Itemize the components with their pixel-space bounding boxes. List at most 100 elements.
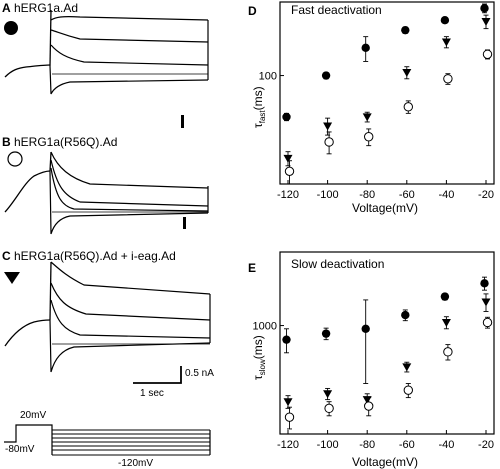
scale-mark-b xyxy=(183,217,186,229)
scale-mark-a xyxy=(181,115,184,128)
data-point-open-circle xyxy=(284,166,295,177)
x-tick-label: -60 xyxy=(399,189,415,201)
data-point-open-circle xyxy=(482,49,493,59)
tail-trace-c4 xyxy=(49,319,211,373)
data-point-filled-triangle xyxy=(402,68,412,77)
trace-label-b: hERG1a(R56Q).Ad xyxy=(14,135,117,149)
data-point-open-circle xyxy=(443,347,453,357)
trace-panel-c: C hERG1a(R56Q).Ad + i-eag.Ad 0.5 nA 1 se… xyxy=(2,249,214,399)
prepulse-current-a xyxy=(4,64,51,78)
data-point-open-circle xyxy=(324,137,334,147)
data-point-filled-circle xyxy=(401,310,410,320)
x-tick-label: -120 xyxy=(277,439,299,451)
prepulse-current-b xyxy=(4,170,51,213)
trace-symbol-c xyxy=(4,272,20,284)
data-point-filled-circle xyxy=(361,43,370,53)
voltage-protocol: 20mV -80mV -120mV xyxy=(4,410,211,469)
data-point-filled-triangle xyxy=(323,122,333,131)
chart-slow-title: Slow deactivation xyxy=(291,257,384,271)
panel-letter-a: A xyxy=(2,1,11,15)
x-tick-label: -120 xyxy=(277,189,299,201)
data-point-filled-circle xyxy=(321,329,331,338)
protocol-step xyxy=(4,424,53,455)
x-tick-label: -60 xyxy=(399,439,415,451)
prepulse-current-c xyxy=(4,319,51,347)
data-point-filled-triangle xyxy=(481,18,491,27)
trace-symbol-a xyxy=(4,21,18,35)
trace-panel-a: A hERG1a.Ad xyxy=(2,1,209,128)
chart-fast-x-ticks: -120 -100 -80 -60 -40 -20 xyxy=(277,180,494,201)
scale-bar xyxy=(133,366,182,384)
x-tick-label: -80 xyxy=(359,439,375,451)
tail-trace-c3 xyxy=(50,299,211,339)
chart-slow-x-ticks: -120 -100 -80 -60 -40 -20 xyxy=(277,430,494,451)
data-point-filled-triangle xyxy=(362,113,372,122)
data-point-filled-circle xyxy=(440,292,450,301)
x-tick-label: -100 xyxy=(317,189,339,201)
panel-letter-b: B xyxy=(2,135,11,149)
panel-letter-e: E xyxy=(248,261,256,275)
data-point-filled-triangle xyxy=(283,398,293,407)
x-tick-label: -40 xyxy=(438,189,454,201)
data-point-filled-circle xyxy=(361,324,370,334)
tail-trace-a4 xyxy=(49,65,209,95)
data-point-filled-triangle xyxy=(441,38,451,47)
tail-trace-a2 xyxy=(50,29,209,43)
x-tick-label: -20 xyxy=(478,189,494,201)
x-tick-label: -40 xyxy=(438,439,454,451)
tail-trace-b4 xyxy=(49,170,209,235)
data-point-open-circle xyxy=(403,385,413,395)
chart-fast-frame xyxy=(279,1,495,185)
chart-fast-title: Fast deactivation xyxy=(291,3,382,17)
y-tick-label: 100 xyxy=(259,71,277,83)
tail-trace-b1 xyxy=(50,151,209,189)
data-point-filled-triangle xyxy=(323,390,333,399)
chart-fast-y-ticks: 100 xyxy=(259,71,284,83)
data-point-filled-circle xyxy=(282,335,291,344)
data-point-filled-circle xyxy=(440,15,450,25)
chart-slow-y-ticks: 1000 xyxy=(253,321,284,333)
chart-slow: E Slow deactivation Voltage(mV) τslow(ms… xyxy=(248,251,495,469)
data-point-filled-triangle xyxy=(283,154,293,163)
tail-spike-c xyxy=(49,261,52,321)
data-point-open-circle xyxy=(482,317,493,328)
chart-fast-xlabel: Voltage(mV) xyxy=(352,201,418,215)
tail-spike-a xyxy=(49,9,52,67)
protocol-prepulse-label: 20mV xyxy=(20,410,46,421)
data-point-open-circle xyxy=(364,132,374,142)
scale-time-label: 1 sec xyxy=(140,388,164,399)
protocol-test-label: -120mV xyxy=(118,458,153,469)
scale-current-label: 0.5 nA xyxy=(185,368,214,379)
data-point-filled-circle xyxy=(480,4,489,13)
x-tick-label: -80 xyxy=(359,189,375,201)
data-point-open-circle xyxy=(284,412,295,422)
data-point-filled-circle xyxy=(480,279,489,288)
trace-panel-b: B hERG1a(R56Q).Ad xyxy=(2,135,209,235)
data-point-filled-triangle xyxy=(481,298,491,307)
tail-spike-b xyxy=(49,151,52,172)
tail-trace-b3 xyxy=(50,167,209,212)
tail-trace-a1 xyxy=(50,16,209,21)
chart-fast-ylabel: τfast(ms) xyxy=(251,86,267,128)
data-point-open-circle xyxy=(403,102,413,112)
trace-label-a: hERG1a.Ad xyxy=(14,1,78,15)
tail-trace-a3 xyxy=(50,44,209,66)
panel-letter-c: C xyxy=(2,249,11,263)
y-tick-label: 1000 xyxy=(253,321,277,333)
tail-trace-c1 xyxy=(50,261,211,295)
data-point-filled-triangle xyxy=(441,318,451,327)
chart-slow-marks xyxy=(282,276,493,430)
chart-fast: D Fast deactivation Voltage(mV) τfast(ms… xyxy=(248,1,495,215)
x-tick-label: -100 xyxy=(317,439,339,451)
data-point-open-circle xyxy=(443,74,453,84)
chart-slow-ylabel: τslow(ms) xyxy=(251,335,267,380)
tail-trace-c2 xyxy=(50,282,211,321)
chart-slow-frame xyxy=(279,251,495,435)
x-tick-label: -20 xyxy=(478,439,494,451)
protocol-test-steps xyxy=(52,429,210,456)
data-point-filled-triangle xyxy=(402,363,412,372)
tail-trace-b2 xyxy=(50,159,209,207)
data-point-filled-circle xyxy=(321,71,331,80)
trace-label-c: hERG1a(R56Q).Ad + i-eag.Ad xyxy=(14,249,176,263)
